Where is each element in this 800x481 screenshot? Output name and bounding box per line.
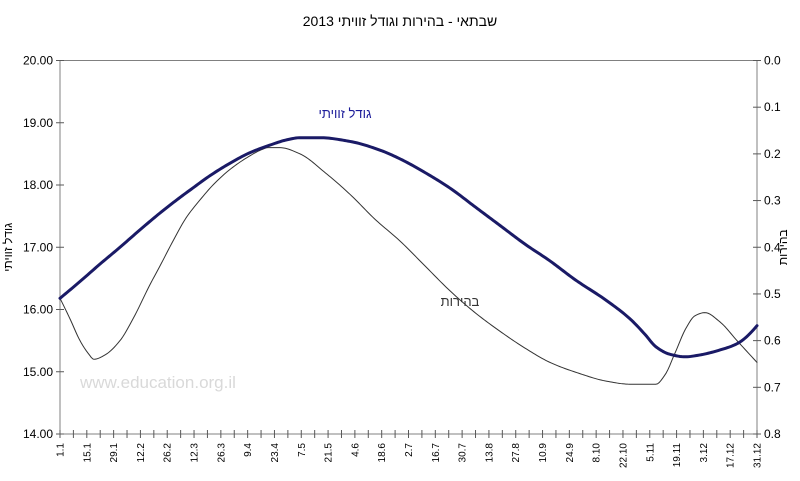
svg-text:26.2: 26.2 bbox=[163, 443, 174, 463]
svg-text:20.00: 20.00 bbox=[23, 54, 53, 68]
svg-text:14.00: 14.00 bbox=[23, 427, 53, 441]
svg-text:גודל זוויתי: גודל זוויתי bbox=[1, 223, 15, 272]
svg-text:0.8: 0.8 bbox=[764, 427, 781, 441]
svg-text:12.2: 12.2 bbox=[136, 443, 147, 463]
svg-text:8.10: 8.10 bbox=[592, 443, 603, 463]
svg-text:9.4: 9.4 bbox=[243, 443, 254, 457]
svg-text:0.3: 0.3 bbox=[764, 194, 781, 208]
svg-text:13.8: 13.8 bbox=[484, 443, 495, 463]
svg-text:0.2: 0.2 bbox=[764, 147, 781, 161]
svg-text:17.00: 17.00 bbox=[23, 240, 53, 254]
svg-text:23.4: 23.4 bbox=[270, 443, 281, 463]
svg-text:17.12: 17.12 bbox=[726, 443, 737, 468]
svg-text:30.7: 30.7 bbox=[458, 443, 469, 463]
svg-text:5.11: 5.11 bbox=[645, 443, 656, 462]
svg-text:0.1: 0.1 bbox=[764, 100, 781, 114]
svg-text:7.5: 7.5 bbox=[297, 443, 308, 457]
svg-text:2.7: 2.7 bbox=[404, 443, 415, 457]
svg-text:10.9: 10.9 bbox=[538, 443, 549, 463]
svg-text:12.3: 12.3 bbox=[190, 443, 201, 463]
svg-text:0.5: 0.5 bbox=[764, 287, 781, 301]
svg-text:27.8: 27.8 bbox=[511, 443, 522, 463]
svg-text:3.12: 3.12 bbox=[699, 443, 710, 463]
svg-text:15.1: 15.1 bbox=[82, 443, 93, 463]
svg-text:31.12: 31.12 bbox=[753, 443, 764, 468]
svg-text:16.00: 16.00 bbox=[23, 303, 53, 317]
svg-text:26.3: 26.3 bbox=[216, 443, 227, 463]
svg-text:גודל זוויתי: גודל זוויתי bbox=[318, 106, 372, 121]
svg-text:0.0: 0.0 bbox=[764, 54, 781, 68]
svg-text:22.10: 22.10 bbox=[618, 443, 629, 468]
svg-text:18.6: 18.6 bbox=[377, 443, 388, 463]
svg-text:19.11: 19.11 bbox=[672, 443, 683, 468]
svg-text:בהירות: בהירות bbox=[441, 294, 480, 309]
svg-text:18.00: 18.00 bbox=[23, 178, 53, 192]
svg-text:16.7: 16.7 bbox=[431, 443, 442, 463]
svg-text:24.9: 24.9 bbox=[565, 443, 576, 463]
svg-text:19.00: 19.00 bbox=[23, 116, 53, 130]
svg-text:0.7: 0.7 bbox=[764, 380, 781, 394]
svg-text:1.1: 1.1 bbox=[56, 443, 67, 457]
svg-text:21.5: 21.5 bbox=[324, 443, 335, 463]
svg-text:בהירות: בהירות bbox=[776, 229, 790, 265]
svg-text:15.00: 15.00 bbox=[23, 365, 53, 379]
svg-text:4.6: 4.6 bbox=[350, 443, 361, 457]
svg-text:0.6: 0.6 bbox=[764, 334, 781, 348]
svg-text:29.1: 29.1 bbox=[109, 443, 120, 463]
svg-text:www.education.org.il: www.education.org.il bbox=[79, 373, 236, 392]
